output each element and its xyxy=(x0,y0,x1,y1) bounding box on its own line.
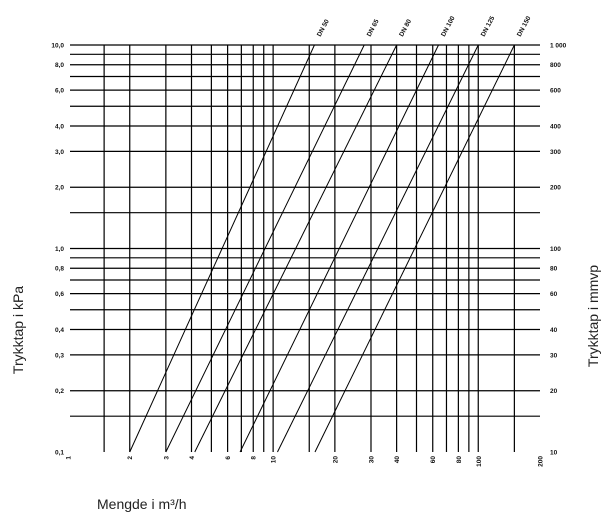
y-tick-label: 0,6 xyxy=(55,291,64,298)
y2-axis-tick-labels: 10 20 30 40 60 80 100 200 300 400 600 800 1 000 xyxy=(550,43,567,457)
y2-tick-label: 800 xyxy=(550,62,561,69)
y2-tick-label: 400 xyxy=(550,123,561,130)
x-tick-label: 1 xyxy=(66,456,73,460)
y-tick-label: 0,8 xyxy=(55,266,64,273)
y-tick-label: 2,0 xyxy=(55,185,64,192)
series-line xyxy=(165,44,365,453)
y2-tick-label: 1 000 xyxy=(550,43,567,50)
y-tick-label: 3,0 xyxy=(55,149,64,156)
y-axis-label: Trykktap i kPa xyxy=(10,286,26,374)
x-tick-label: 2 xyxy=(127,456,134,460)
y2-tick-label: 80 xyxy=(550,266,558,273)
y-tick-label: 0,1 xyxy=(55,450,64,457)
series-label: DN 80 xyxy=(398,18,413,38)
y2-tick-label: 30 xyxy=(550,352,558,359)
y-tick-label: 0,2 xyxy=(55,388,64,395)
series-labels: DN 50 DN 65 DN 80 DN 100 DN 125 DN 150 xyxy=(316,15,533,38)
x-tick-label: 80 xyxy=(456,456,463,464)
series-label: DN 150 xyxy=(516,15,533,38)
series-label: DN 50 xyxy=(316,18,331,38)
y-tick-label: 1,0 xyxy=(55,246,64,253)
series-line xyxy=(314,44,515,453)
series-line xyxy=(239,44,439,453)
x-tick-label: 20 xyxy=(332,456,339,464)
y-tick-label: 0,3 xyxy=(55,352,64,359)
series-label: DN 125 xyxy=(480,15,497,38)
y-tick-label: 0,4 xyxy=(55,327,64,334)
y2-tick-label: 60 xyxy=(550,291,558,298)
y2-axis-label: Trykktap i mmvp xyxy=(585,265,601,367)
y-axis-tick-labels: 0,1 0,2 0,3 0,4 0,6 0,8 1,0 2,0 3,0 4,0 6,0 8,0 10,0 xyxy=(51,43,64,457)
x-tick-label: 200 xyxy=(538,456,545,467)
y2-tick-label: 200 xyxy=(550,185,561,192)
y2-tick-label: 300 xyxy=(550,149,561,156)
y-tick-label: 6,0 xyxy=(55,88,64,95)
x-tick-label: 10 xyxy=(271,456,278,464)
y2-tick-label: 20 xyxy=(550,388,558,395)
x-tick-label: 6 xyxy=(225,456,232,460)
y-tick-label: 10,0 xyxy=(51,43,64,50)
x-tick-label: 8 xyxy=(251,456,258,460)
y-tick-label: 8,0 xyxy=(55,62,64,69)
y2-tick-label: 100 xyxy=(550,246,561,253)
x-tick-label: 100 xyxy=(476,456,483,467)
x-axis-tick-labels: 1 2 3 4 6 8 10 20 30 40 60 80 100 200 xyxy=(66,456,545,467)
y2-tick-label: 600 xyxy=(550,88,561,95)
vertical-grid xyxy=(103,45,515,452)
series-lines xyxy=(129,44,515,453)
x-tick-label: 60 xyxy=(430,456,437,464)
x-tick-label: 30 xyxy=(368,456,375,464)
series-label: DN 100 xyxy=(440,15,457,38)
x-axis-label: Mengde i m³/h xyxy=(97,496,186,512)
y-tick-label: 4,0 xyxy=(55,123,64,130)
y2-tick-label: 10 xyxy=(550,450,558,457)
series-line xyxy=(129,44,315,453)
series-line xyxy=(194,44,398,453)
x-tick-label: 40 xyxy=(394,456,401,464)
x-tick-label: 3 xyxy=(163,456,170,460)
y2-tick-label: 40 xyxy=(550,327,558,334)
series-line xyxy=(277,44,479,453)
x-tick-label: 4 xyxy=(189,456,196,460)
series-label: DN 65 xyxy=(366,18,381,38)
